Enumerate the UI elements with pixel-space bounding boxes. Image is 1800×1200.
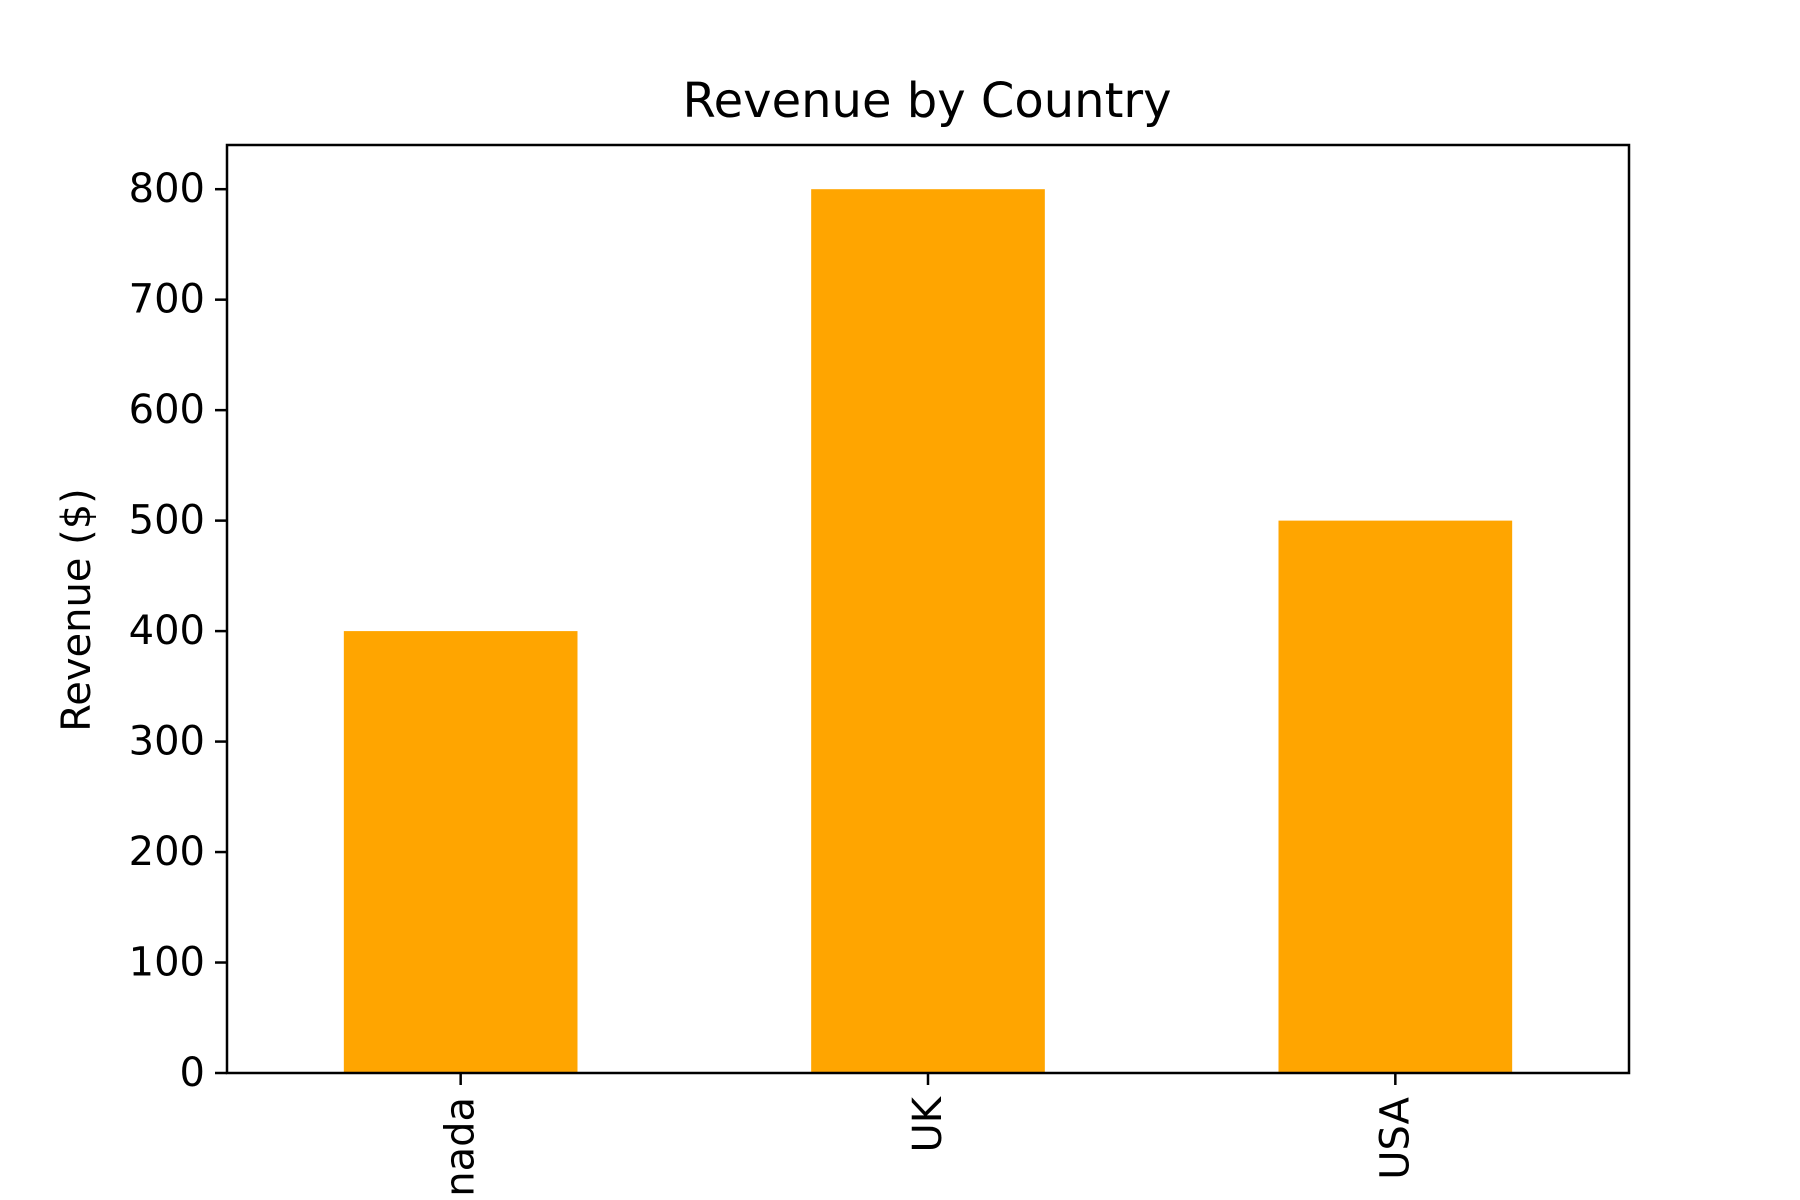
chart-title: Revenue by Country <box>682 73 1171 129</box>
bar-usa <box>1278 520 1513 1073</box>
x-tick-label: USA <box>1372 1096 1418 1179</box>
y-tick-label: 800 <box>129 166 205 212</box>
y-axis-label: Revenue ($) <box>54 488 100 732</box>
y-tick-label: 100 <box>129 940 205 986</box>
plot-frame <box>225 143 1631 1075</box>
bars-group <box>343 189 1513 1073</box>
y-tick-label: 500 <box>129 498 205 544</box>
y-tick-label: 300 <box>129 719 205 765</box>
bar-canada <box>343 631 578 1073</box>
x-tick-label: Canada <box>438 1097 484 1200</box>
y-tick-label: 700 <box>129 277 205 323</box>
bar-uk <box>811 189 1045 1073</box>
y-tick-label: 600 <box>129 387 205 433</box>
y-axis: 0 100 200 300 400 500 600 700 800 <box>129 166 227 1096</box>
y-tick-label: 200 <box>129 829 205 875</box>
x-axis: Canada UK USA <box>438 1073 1418 1200</box>
x-tick-label: UK <box>905 1095 951 1152</box>
y-tick-label: 0 <box>180 1050 205 1096</box>
y-tick-label: 400 <box>129 608 205 654</box>
